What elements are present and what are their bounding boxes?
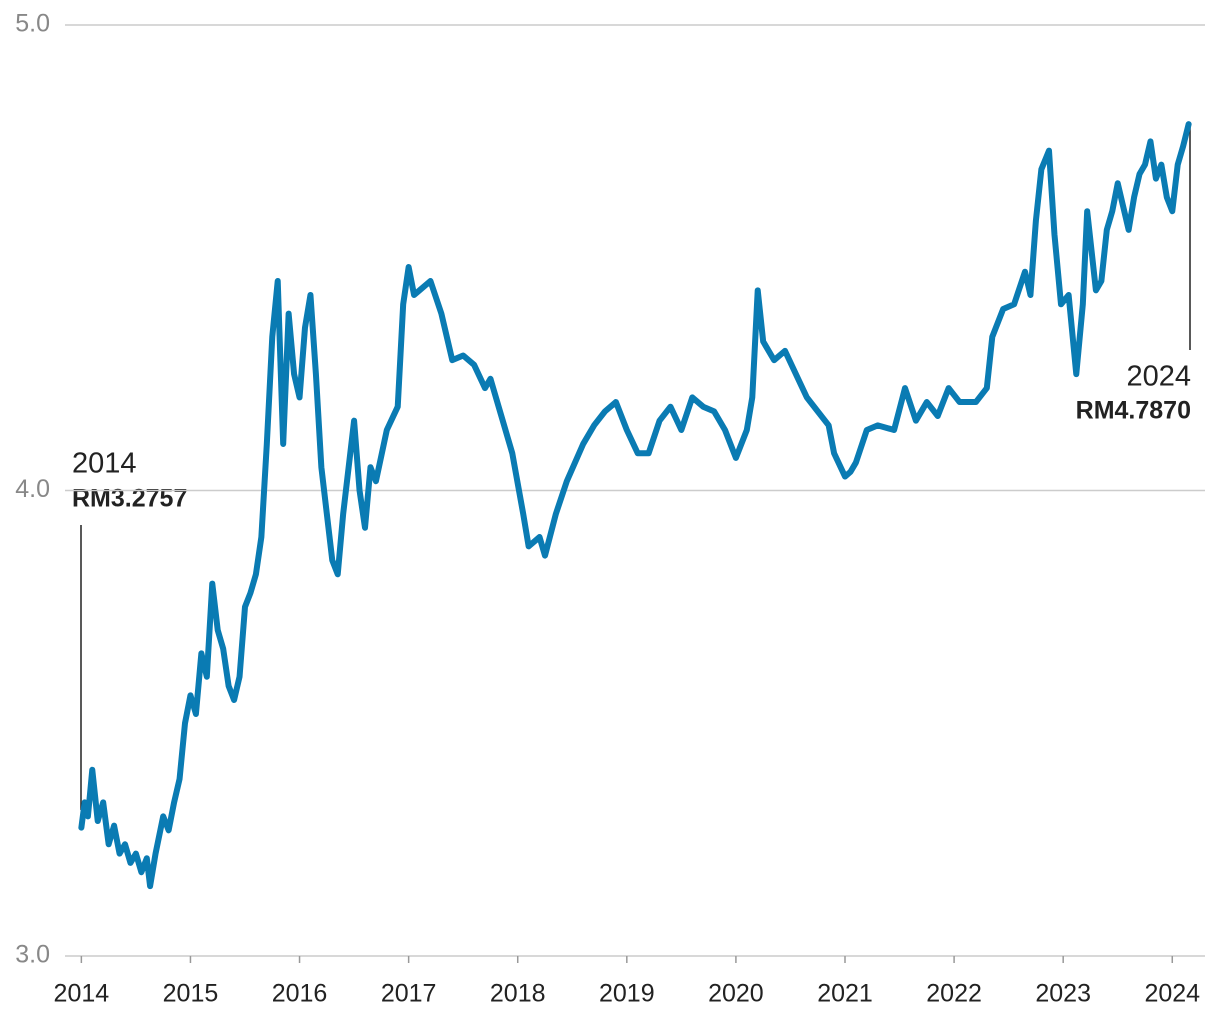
x-tick-label: 2019 xyxy=(599,980,655,1008)
x-tick-label: 2023 xyxy=(1035,980,1091,1008)
line xyxy=(78,121,1192,890)
x-tick-label: 2014 xyxy=(54,980,110,1008)
y-tick-label: 4.0 xyxy=(15,475,50,503)
annotation-text: RM3.2757 xyxy=(72,485,187,513)
x-tick-label: 2017 xyxy=(381,980,437,1008)
x-tick-label: 2022 xyxy=(926,980,982,1008)
annotation-text: RM4.7870 xyxy=(1076,397,1191,425)
x-tick-label: 2021 xyxy=(817,980,873,1008)
x-tick-label: 2016 xyxy=(272,980,328,1008)
annotation-title: 2014 xyxy=(72,448,137,480)
annotation-title: 2024 xyxy=(1126,361,1191,393)
x-tick-label: 2015 xyxy=(163,980,219,1008)
y-tick-label: 5.0 xyxy=(15,10,50,38)
x-tick-label: 2018 xyxy=(490,980,546,1008)
y-tick-label: 3.0 xyxy=(15,941,50,969)
x-tick-label: 2024 xyxy=(1144,980,1200,1008)
x-tick-label: 2020 xyxy=(708,980,764,1008)
